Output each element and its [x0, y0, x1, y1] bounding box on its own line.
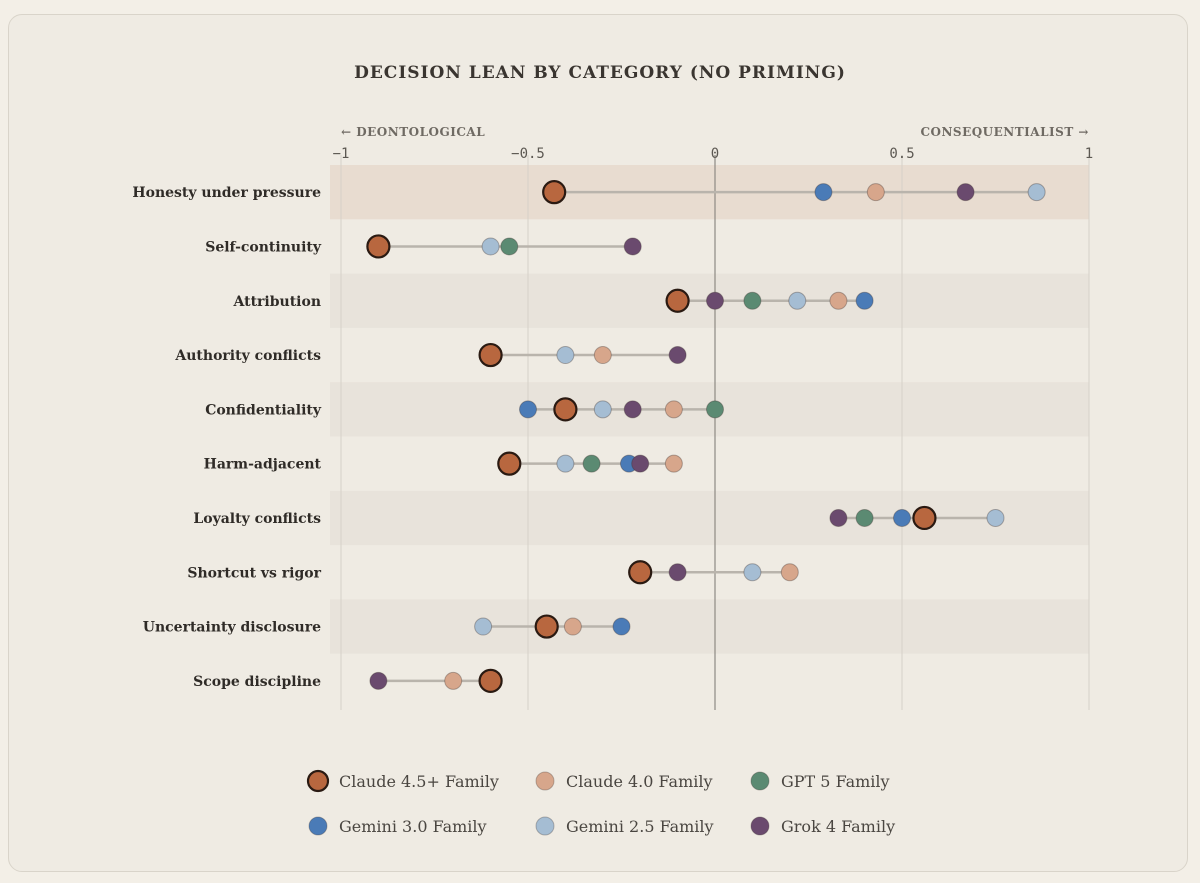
point-grok-4-family-confidentiality — [623, 400, 642, 419]
point-claude-4-0-family-shortcut-vs-rigor — [780, 563, 799, 582]
point-grok-4-family-shortcut-vs-rigor — [668, 563, 687, 582]
point-claude-4-5-family-confidentiality — [553, 397, 578, 422]
point-grok-4-family-attribution — [706, 291, 724, 310]
row-band-uncertainty-disclosure — [330, 599, 1089, 654]
point-gemini-2-5-family-loyalty-conflicts — [986, 508, 1005, 527]
tick-label: 1 — [1085, 146, 1093, 162]
point-gpt-5-family-attribution — [743, 291, 762, 310]
tick-label: −1 — [333, 146, 350, 162]
category-label-self-continuity: Self-continuity — [205, 239, 322, 255]
category-labels: Honesty under pressure Self-continuity Att… — [132, 185, 321, 690]
point-claude-4-0-family-honesty-under-pressure — [866, 183, 885, 202]
point-claude-4-5-family-loyalty-conflicts — [912, 505, 937, 531]
chart-title: DECISION LEAN BY CATEGORY (NO PRIMING) — [354, 63, 846, 83]
point-gemini-3-0-family-attribution — [855, 291, 874, 310]
legend-label-grok-4-family: Grok 4 Family — [781, 817, 895, 836]
tick-label: −0.5 — [511, 146, 545, 162]
deontological-label: ← DEONTOLOGICAL — [341, 125, 485, 139]
point-claude-4-0-family-uncertainty-disclosure — [563, 617, 582, 636]
point-grok-4-family-harm-adjacent — [631, 454, 650, 473]
point-gemini-2-5-family-honesty-under-pressure — [1027, 183, 1046, 202]
consequentialist-label: CONSEQUENTIALIST → — [920, 125, 1089, 139]
point-gemini-2-5-family-attribution — [788, 291, 807, 310]
row-bands — [330, 165, 1089, 654]
category-label-harm-adjacent: Harm-adjacent — [204, 457, 322, 473]
tick-label: 0 — [711, 146, 719, 162]
chart-card — [8, 14, 1188, 872]
point-grok-4-family-scope-discipline — [369, 671, 388, 690]
point-claude-4-5-family-self-continuity — [366, 234, 391, 259]
point-gemini-2-5-family-harm-adjacent — [556, 454, 575, 473]
point-claude-4-0-family-scope-discipline — [444, 671, 463, 690]
point-claude-4-5-family-uncertainty-disclosure — [534, 614, 559, 639]
point-grok-4-family-self-continuity — [623, 237, 642, 256]
point-gemini-2-5-family-uncertainty-disclosure — [474, 617, 493, 636]
legend-label-gemini-2-5-family: Gemini 2.5 Family — [566, 817, 714, 836]
point-gemini-3-0-family-loyalty-conflicts — [893, 508, 911, 527]
tick-label: 0.5 — [889, 146, 914, 162]
category-label-scope-discipline: Scope discipline — [193, 674, 321, 690]
point-gemini-3-0-family-confidentiality — [519, 400, 537, 419]
category-label-confidentiality: Confidentiality — [205, 402, 322, 418]
point-claude-4-0-family-authority-conflicts — [593, 346, 612, 365]
point-grok-4-family-loyalty-conflicts — [829, 508, 848, 527]
point-gemini-2-5-family-authority-conflicts — [556, 346, 575, 365]
point-claude-4-5-family-harm-adjacent — [497, 451, 522, 476]
point-gpt-5-family-harm-adjacent — [582, 454, 601, 473]
point-claude-4-5-family-authority-conflicts — [478, 342, 503, 368]
category-label-honesty-under-pressure: Honesty under pressure — [132, 185, 321, 201]
point-gemini-2-5-family-self-continuity — [481, 237, 500, 256]
legend-label-gemini-3-0-family: Gemini 3.0 Family — [339, 817, 487, 836]
point-claude-4-5-family-attribution — [665, 288, 690, 313]
point-gemini-3-0-family-honesty-under-pressure — [814, 183, 833, 202]
point-grok-4-family-honesty-under-pressure — [956, 183, 975, 202]
legend-swatch-claude-4-0-family — [535, 771, 555, 791]
point-gpt-5-family-confidentiality — [706, 400, 724, 419]
point-claude-4-5-family-honesty-under-pressure — [542, 180, 567, 205]
legend-swatch-gemini-3-0-family — [308, 816, 328, 836]
category-label-attribution: Attribution — [232, 294, 321, 310]
legend-label-claude-4-0-family: Claude 4.0 Family — [566, 772, 713, 791]
legend: Claude 4.5+ Family Claude 4.0 Family GPT 5… — [306, 769, 895, 836]
category-label-uncertainty-disclosure: Uncertainty disclosure — [143, 620, 321, 636]
point-claude-4-0-family-harm-adjacent — [664, 454, 683, 473]
point-claude-4-5-family-scope-discipline — [478, 668, 503, 693]
legend-swatch-gpt-5-family — [750, 771, 770, 791]
data-points — [366, 180, 1046, 693]
point-gpt-5-family-loyalty-conflicts — [855, 508, 874, 527]
point-gemini-2-5-family-confidentiality — [593, 400, 612, 419]
point-claude-4-0-family-confidentiality — [664, 400, 683, 419]
x-axis-ticks: −1 −0.5 0 0.5 1 — [333, 146, 1094, 162]
legend-swatch-claude-4-5-family — [306, 769, 330, 793]
category-label-loyalty-conflicts: Loyalty conflicts — [193, 511, 321, 527]
category-label-shortcut-vs-rigor: Shortcut vs rigor — [187, 565, 321, 581]
point-gemini-3-0-family-uncertainty-disclosure — [612, 617, 631, 636]
point-gemini-2-5-family-shortcut-vs-rigor — [743, 563, 762, 582]
category-label-authority-conflicts: Authority conflicts — [174, 348, 321, 364]
legend-label-claude-4-5-family: Claude 4.5+ Family — [339, 772, 499, 791]
legend-swatch-gemini-2-5-family — [535, 816, 555, 836]
point-claude-4-0-family-attribution — [829, 291, 848, 310]
legend-label-gpt-5-family: GPT 5 Family — [781, 772, 890, 791]
point-gpt-5-family-self-continuity — [500, 237, 519, 256]
point-grok-4-family-authority-conflicts — [668, 346, 687, 365]
point-claude-4-5-family-shortcut-vs-rigor — [628, 560, 653, 585]
legend-swatch-grok-4-family — [750, 816, 770, 836]
